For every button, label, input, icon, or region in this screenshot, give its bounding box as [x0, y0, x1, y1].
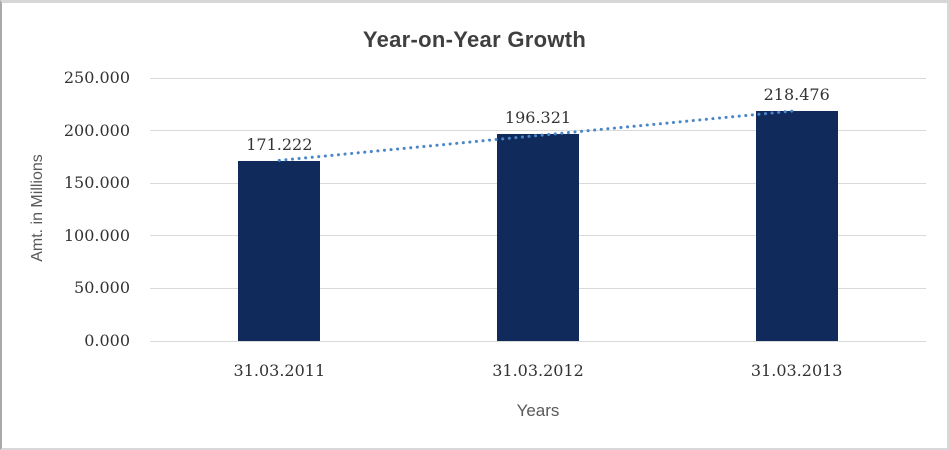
trendline-path — [277, 109, 799, 162]
data-label: 218.476 — [763, 85, 830, 105]
data-label: 196.321 — [504, 108, 572, 128]
y-tick-label: 200.000 — [63, 120, 130, 140]
bar — [238, 160, 321, 341]
data-label: 171.222 — [246, 134, 313, 154]
bar-series: 171.222 196.321 218.476 — [150, 78, 926, 341]
y-tick-label: 250.000 — [63, 68, 130, 87]
gridline — [150, 77, 926, 79]
x-tick-label: 31.03.2011 — [233, 361, 326, 380]
gridline — [150, 130, 926, 132]
bar — [755, 111, 838, 341]
x-axis-title: Years — [516, 401, 560, 420]
bar-column: 171.222 — [150, 78, 409, 341]
x-axis-tick-labels: 31.03.2011 31.03.2012 31.03.2013 — [150, 361, 926, 380]
bar-column: 196.321 — [409, 78, 668, 341]
y-tick-label: 0.000 — [84, 331, 130, 350]
chart-title: Year-on-Year Growth — [362, 27, 587, 52]
y-tick-label: 150.000 — [63, 173, 130, 193]
y-axis-tick-labels: 250.000 200.000 150.000 100.000 50.000 0.000 — [2, 69, 130, 350]
y-tick-label: 50.000 — [74, 278, 130, 298]
y-tick-label: 100.000 — [63, 225, 130, 245]
x-tick-label: 31.03.2013 — [750, 361, 843, 380]
gridline — [150, 340, 926, 342]
bar — [497, 134, 579, 341]
bar-column: 218.476 — [667, 78, 926, 341]
trendline — [277, 109, 799, 162]
plot-area: 171.222 196.321 218.476 — [150, 77, 926, 342]
x-tick-label: 31.03.2012 — [492, 361, 584, 380]
